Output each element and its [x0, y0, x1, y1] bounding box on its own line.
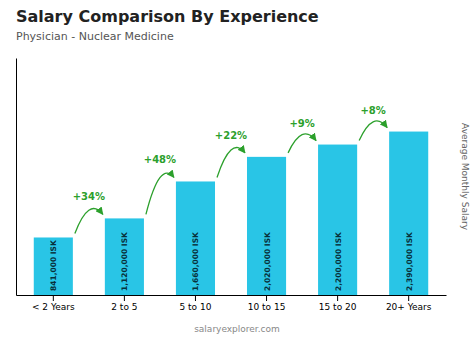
data-label: 1,120,000 ISK — [120, 231, 129, 291]
bar — [318, 145, 357, 295]
x-tick-mark — [266, 295, 267, 301]
data-label: 841,000 ISK — [49, 239, 58, 291]
x-tick-label: < 2 Years — [32, 302, 75, 312]
bar — [34, 237, 73, 295]
change-arrow — [359, 121, 387, 141]
x-tick-mark — [337, 295, 338, 301]
change-arrow — [217, 148, 245, 178]
x-tick-mark — [195, 295, 196, 301]
annotation: +8% — [360, 105, 385, 116]
x-tick-label: 15 to 20 — [319, 302, 357, 312]
data-label: 2,020,000 ISK — [263, 231, 272, 291]
annotation: +9% — [289, 118, 314, 129]
annotation: +48% — [144, 154, 176, 165]
change-arrow — [146, 173, 174, 214]
bar — [105, 218, 144, 295]
x-tick-mark — [408, 295, 409, 301]
y-axis-line — [16, 59, 17, 296]
subtitle: Physician - Nuclear Medicine — [16, 30, 174, 43]
annotations: +34% +48% +22% +9% +8% — [73, 105, 387, 234]
bar — [389, 132, 428, 295]
annotation: +34% — [73, 191, 105, 202]
x-tick: 20+ Years — [386, 295, 432, 312]
change-arrow — [288, 134, 316, 153]
x-tick: 15 to 20 — [319, 295, 357, 312]
x-tick: < 2 Years — [32, 295, 75, 312]
data-label: 2,200,000 ISK — [334, 231, 343, 291]
data-label: 2,390,000 ISK — [405, 231, 414, 291]
title: Salary Comparison By Experience — [16, 7, 319, 26]
x-tick-label: 2 to 5 — [111, 302, 137, 312]
x-tick: 5 to 10 — [179, 295, 211, 312]
x-tick-label: 20+ Years — [386, 302, 432, 312]
source: salaryexplorer.com — [194, 324, 280, 334]
bars — [34, 132, 428, 295]
x-tick-label: 10 to 15 — [248, 302, 286, 312]
y-axis-title: Average Monthly Salary — [460, 123, 470, 231]
change-arrow — [75, 209, 103, 234]
x-tick-label: 5 to 10 — [179, 302, 211, 312]
bar — [176, 181, 215, 295]
data-label: 1,660,000 ISK — [191, 231, 200, 291]
x-axis-line — [17, 295, 447, 296]
x-axis: < 2 Years 2 to 5 5 to 10 10 to 15 15 to 20 20… — [17, 295, 447, 312]
bar — [247, 157, 286, 295]
x-tick: 10 to 15 — [248, 295, 286, 312]
x-tick-mark — [53, 295, 54, 301]
annotation: +22% — [215, 130, 247, 141]
x-tick: 2 to 5 — [111, 295, 137, 312]
chart: Salary Comparison By Experience Physician… — [0, 0, 474, 337]
y-axis — [16, 59, 17, 296]
data-labels: 841,000 ISK 1,120,000 ISK 1,660,000 ISK 2,0… — [49, 231, 413, 291]
x-tick-mark — [124, 295, 125, 301]
